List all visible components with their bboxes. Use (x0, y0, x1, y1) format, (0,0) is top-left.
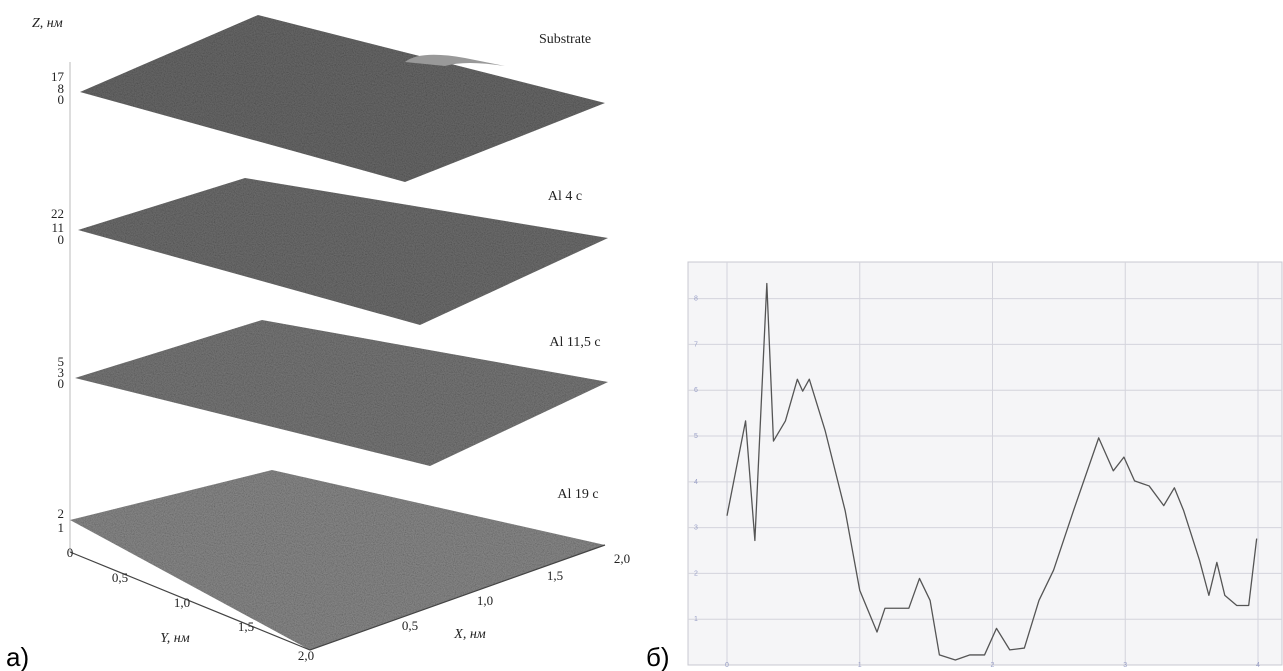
y-tick-label: 0 (67, 545, 74, 560)
x-tick-label: 0 (725, 662, 729, 669)
x-tick-label: 2,0 (614, 551, 630, 566)
profile-line (726, 282, 1258, 661)
y-tick-label: 8 (694, 296, 698, 303)
layer-label: Substrate (539, 32, 591, 47)
y-tick-label: 7 (694, 341, 698, 348)
z-tick-label: 11 (51, 220, 64, 235)
plot-area (687, 261, 1283, 666)
x-tick-label: 4 (1256, 662, 1260, 669)
y-tick-label: 0,5 (112, 570, 128, 585)
z-tick-label: 5 (58, 354, 65, 369)
x-tick-label: 1,5 (547, 568, 563, 583)
y-tick-label: 2,0 (298, 648, 314, 663)
panel-label: а) (6, 642, 29, 671)
z-tick-label: 8 (58, 81, 65, 96)
z-tick-label: 1 (58, 520, 65, 535)
x-tick-label: 2 (991, 662, 995, 669)
z-label: Z, нм (32, 16, 63, 31)
y-tick-label: 4 (694, 479, 698, 486)
z-tick-label: 17 (51, 69, 65, 84)
x-tick-label: 3 (1123, 662, 1127, 669)
y-tick-label: 1,5 (238, 619, 254, 634)
x-tick-label: 0,5 (402, 618, 418, 633)
panel-label: б) (646, 642, 670, 671)
al19-surface (70, 470, 605, 650)
y-tick-label: 2 (694, 570, 698, 577)
z-tick-label: 3 (58, 365, 65, 380)
layer-label: Al 19 c (557, 487, 598, 502)
y-tick-label: 1 (694, 616, 698, 623)
z-tick-label: 2 (58, 506, 65, 521)
surface-feature (405, 54, 505, 66)
z-tick-label: 0 (58, 232, 65, 247)
x-tick-label: 1 (858, 662, 862, 669)
z-tick-label: 0 (58, 92, 65, 107)
x-axis-label: X, нм (453, 627, 485, 642)
substrate-surface (80, 15, 605, 182)
layer-label: Al 4 c (548, 189, 582, 204)
y-tick-label: 1,0 (174, 595, 190, 610)
afm-panel: Z, нм Substrate Al 4 c Al 11,5 c Al 19 c… (6, 15, 630, 671)
z-tick-label: 0 (58, 376, 65, 391)
base-axes (69, 544, 606, 651)
y-axis-label: Y, нм (160, 631, 189, 646)
al11-surface (75, 320, 608, 466)
layer-label: Al 11,5 c (549, 335, 600, 350)
y-tick-label: 3 (694, 525, 698, 532)
y-tick-label: 5 (694, 433, 698, 440)
al4-surface (78, 178, 608, 325)
z-tick-label: 22 (51, 206, 64, 221)
x-tick-label: 1,0 (477, 593, 493, 608)
y-tick-label: 6 (694, 387, 698, 394)
